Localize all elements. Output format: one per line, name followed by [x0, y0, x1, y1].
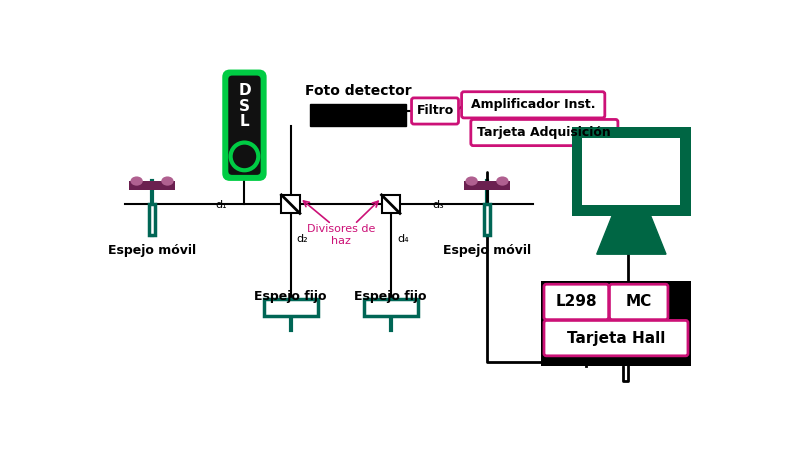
FancyBboxPatch shape — [544, 284, 609, 319]
FancyBboxPatch shape — [228, 76, 261, 175]
Bar — [282, 195, 300, 213]
Text: Filtro: Filtro — [417, 104, 454, 117]
Text: d₄: d₄ — [397, 234, 409, 244]
Text: D: D — [238, 83, 250, 99]
Bar — [364, 299, 418, 316]
Text: Espejo fijo: Espejo fijo — [254, 290, 327, 302]
Bar — [541, 281, 691, 366]
Text: S: S — [239, 99, 250, 114]
Text: Divisores de
haz: Divisores de haz — [306, 224, 375, 246]
Text: d₁: d₁ — [215, 200, 227, 210]
Bar — [382, 195, 400, 213]
FancyBboxPatch shape — [462, 92, 605, 118]
Bar — [310, 104, 406, 126]
Ellipse shape — [496, 176, 509, 186]
Text: MC: MC — [626, 294, 652, 310]
Text: d₃: d₃ — [433, 200, 444, 210]
Bar — [149, 204, 155, 235]
Polygon shape — [597, 216, 666, 254]
Ellipse shape — [466, 176, 478, 186]
FancyBboxPatch shape — [471, 119, 618, 146]
Text: Espejo móvil: Espejo móvil — [443, 244, 531, 257]
FancyBboxPatch shape — [610, 284, 668, 319]
Bar — [129, 181, 175, 190]
Text: Tarjeta Adquisición: Tarjeta Adquisición — [478, 126, 611, 139]
FancyBboxPatch shape — [224, 71, 266, 180]
FancyBboxPatch shape — [544, 320, 688, 356]
Bar — [484, 204, 490, 235]
Bar — [464, 181, 510, 190]
Ellipse shape — [130, 176, 143, 186]
FancyBboxPatch shape — [411, 98, 458, 124]
Bar — [572, 127, 691, 216]
Text: Tarjeta Hall: Tarjeta Hall — [566, 331, 665, 346]
Text: L298: L298 — [555, 294, 597, 310]
Text: Foto detector: Foto detector — [305, 84, 411, 98]
Text: Amplificador Inst.: Amplificador Inst. — [471, 98, 595, 111]
Ellipse shape — [162, 176, 174, 186]
Text: L: L — [240, 114, 250, 129]
Bar — [264, 299, 318, 316]
Text: d₂: d₂ — [297, 234, 309, 244]
Bar — [582, 138, 680, 205]
Text: Espejo fijo: Espejo fijo — [354, 290, 427, 302]
Text: Espejo móvil: Espejo móvil — [108, 244, 196, 257]
Ellipse shape — [230, 143, 258, 170]
